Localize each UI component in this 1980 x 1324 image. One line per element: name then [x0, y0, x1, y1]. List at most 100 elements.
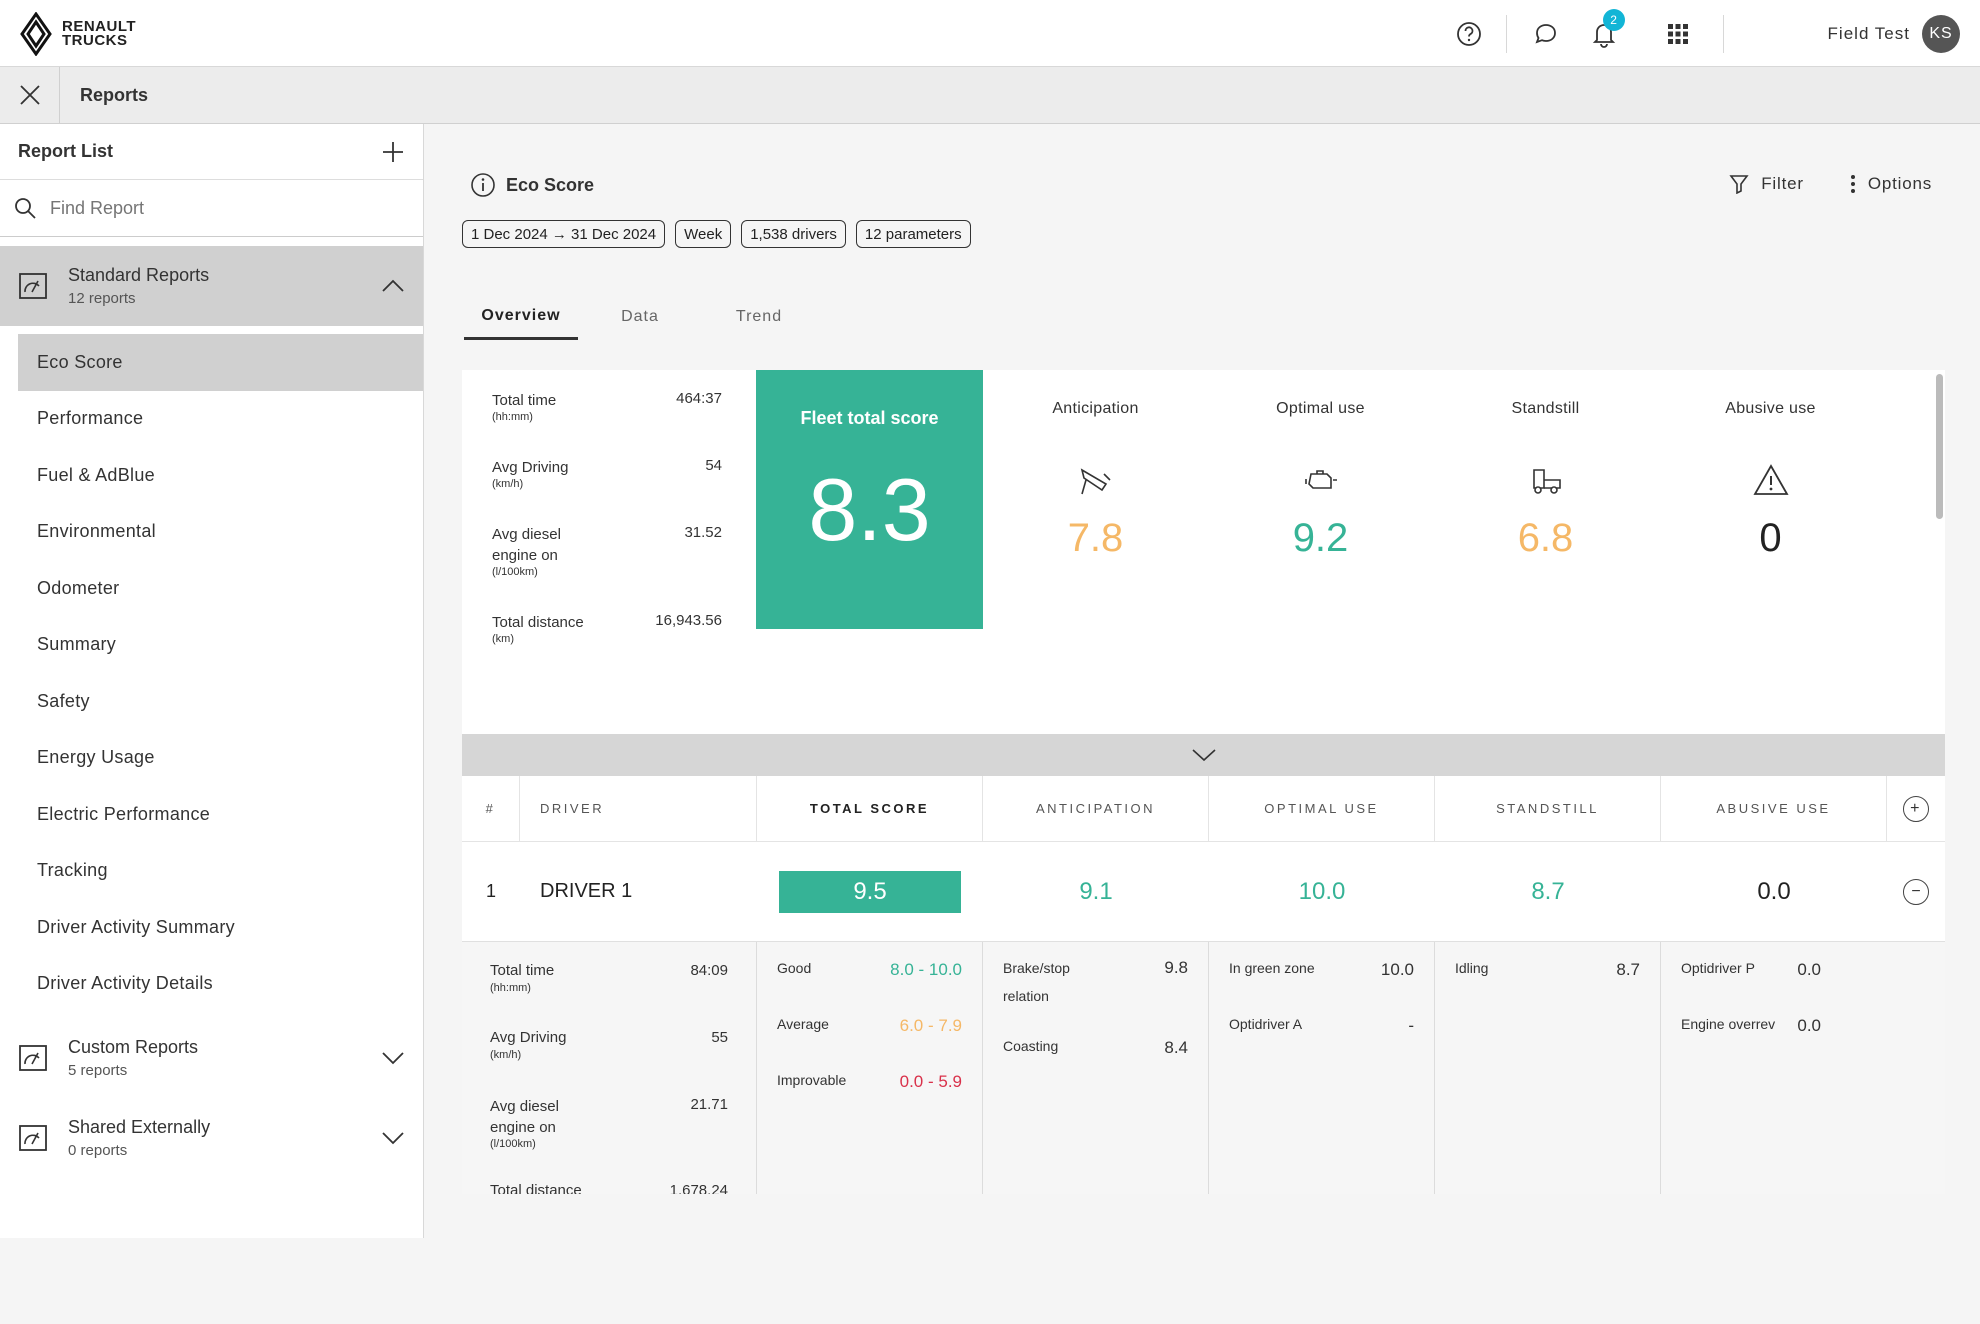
user-name[interactable]: Field Test — [1827, 23, 1910, 43]
expand-summary-button[interactable] — [462, 734, 1945, 776]
fleet-total-score: Fleet total score 8.3 — [756, 370, 983, 629]
chevron-down-icon — [382, 1052, 404, 1065]
scrollbar[interactable] — [1936, 374, 1943, 519]
col-standstill[interactable]: STANDSTILL — [1435, 775, 1661, 842]
sidebar-item-driver-activity-details[interactable]: Driver Activity Details — [37, 973, 213, 994]
col-total-score[interactable]: TOTAL SCORE — [757, 775, 983, 842]
col-anticipation[interactable]: ANTICIPATION — [983, 775, 1209, 842]
filter-icon — [1729, 175, 1749, 194]
col-rank[interactable]: # — [462, 775, 520, 842]
col-abusive-use[interactable]: ABUSIVE USE — [1661, 775, 1887, 842]
detail-engine-overrev: Engine overrev 0.0 — [1681, 1016, 1821, 1035]
notifications-icon[interactable]: 2 — [1585, 8, 1625, 53]
row-total-score: 9.5 — [779, 870, 961, 913]
gauge-report-icon — [19, 1045, 47, 1071]
category-value: 9.2 — [1292, 516, 1349, 560]
group-shared-externally[interactable]: Shared Externally 0 reports — [0, 1098, 423, 1178]
tab-trend[interactable]: Trend — [735, 308, 783, 325]
group-standard-reports[interactable]: Standard Reports 12 reports — [0, 246, 423, 326]
report-list-title: Report List — [18, 141, 114, 161]
driver-table: # DRIVER TOTAL SCORE ANTICIPATION OPTIMA… — [462, 775, 1945, 1324]
row-anticipation: 9.1 — [1079, 877, 1113, 905]
info-icon[interactable] — [470, 172, 496, 198]
renault-trucks-logo[interactable]: RENAULT TRUCKS — [18, 12, 136, 56]
sidebar-item-environmental[interactable]: Environmental — [37, 521, 156, 542]
notification-badge: 2 — [1602, 8, 1625, 31]
category-abusive-use: Abusive use 0 — [1658, 370, 1883, 561]
category-anticipation: Anticipation 7.8 — [983, 370, 1208, 561]
legend-good: Good 8.0 - 10.0 — [777, 960, 962, 979]
help-icon[interactable] — [1450, 15, 1488, 53]
gauge-report-icon — [19, 1125, 47, 1151]
row-standstill: 8.7 — [1531, 877, 1565, 905]
sidebar-item-summary[interactable]: Summary — [37, 634, 117, 655]
report-actions: Filter Options — [1729, 174, 1932, 194]
tab-data[interactable]: Data — [621, 308, 659, 325]
options-button[interactable]: Options — [1850, 174, 1932, 194]
chip-date-range[interactable]: 1 Dec 2024 → 31 Dec 2024 — [462, 220, 666, 248]
group-count: 0 reports — [68, 1142, 128, 1159]
overview-summary: Total time (hh:mm) 464:37 Avg Driving (k… — [462, 370, 1945, 832]
sidebar-item-performance[interactable]: Performance — [37, 408, 144, 429]
detail-stat-total-time: Total time (hh:mm) 84:09 — [490, 962, 728, 994]
filter-chips: 1 Dec 2024 → 31 Dec 2024 Week 1,538 driv… — [462, 220, 971, 248]
filter-button[interactable]: Filter — [1729, 174, 1804, 194]
row-driver-name[interactable]: DRIVER 1 — [540, 880, 633, 902]
stat-total-distance: Total distance (km) 16,943.56 — [492, 612, 722, 645]
chip-period[interactable]: Week — [675, 220, 732, 248]
detail-stat-avg-diesel: Avg diesel engine on (l/100km) 21.71 — [490, 1096, 728, 1150]
add-report-icon[interactable] — [381, 140, 405, 164]
sidebar-item-safety[interactable]: Safety — [37, 690, 90, 711]
sidebar-item-driver-activity-summary[interactable]: Driver Activity Summary — [37, 916, 235, 937]
sidebar-item-energy-usage[interactable]: Energy Usage — [37, 747, 155, 768]
close-button[interactable] — [0, 66, 60, 124]
col-optimal-use[interactable]: OPTIMAL USE — [1209, 775, 1435, 842]
report-main: Eco Score Filter Options 1 Dec 2024 → 31… — [425, 124, 1980, 1238]
group-name: Shared Externally — [68, 1117, 211, 1137]
report-list-header: Report List — [0, 124, 423, 180]
add-column-button[interactable]: + — [1903, 795, 1929, 822]
category-value: 0 — [1759, 516, 1782, 560]
group-custom-reports[interactable]: Custom Reports 5 reports — [0, 1018, 423, 1098]
apps-grid-icon[interactable] — [1659, 15, 1697, 53]
sidebar-item-electric-performance[interactable]: Electric Performance — [37, 803, 211, 824]
tab-overview[interactable]: Overview — [464, 294, 578, 340]
detail-anticipation: Brake/stop relation 9.8 Coasting 8.4 — [983, 942, 1209, 1194]
detail-coasting: Coasting 8.4 — [1003, 1038, 1188, 1057]
stat-avg-diesel: Avg diesel engine on (l/100km) 31.52 — [492, 524, 722, 578]
detail-stat-total-distance: Total distance 1,678.24 — [490, 1182, 728, 1194]
chip-parameters[interactable]: 12 parameters — [855, 220, 971, 248]
group-name: Standard Reports — [68, 265, 210, 285]
category-value: 6.8 — [1517, 516, 1574, 560]
avatar[interactable]: KS — [1922, 14, 1960, 53]
table-row[interactable]: 1 DRIVER 1 9.5 9.1 10.0 8.7 0.0 − — [462, 842, 1945, 942]
chat-icon[interactable] — [1527, 15, 1565, 53]
search-input[interactable] — [50, 197, 390, 219]
collapse-row-button[interactable]: − — [1903, 878, 1929, 905]
chip-drivers[interactable]: 1,538 drivers — [741, 220, 846, 248]
page-title: Reports — [80, 84, 149, 105]
fleet-stats: Total time (hh:mm) 464:37 Avg Driving (k… — [492, 390, 722, 679]
top-bar: RENAULT TRUCKS 2 Field Test KS — [0, 0, 1980, 67]
category-value: 7.8 — [1067, 516, 1124, 560]
sidebar-item-fuel-adblue[interactable]: Fuel & AdBlue — [37, 464, 155, 485]
sidebar-item-eco-score[interactable]: Eco Score — [18, 334, 423, 391]
row-detail: Total time (hh:mm) 84:09 Avg Driving (km… — [462, 942, 1945, 1194]
sidebar-item-odometer[interactable]: Odometer — [37, 577, 120, 598]
category-standstill: Standstill 6.8 — [1433, 370, 1658, 561]
detail-abusive-use: Optidriver P 0.0 Engine overrev 0.0 — [1661, 942, 1887, 1194]
fleet-score-value: 8.3 — [808, 460, 931, 559]
divider — [1722, 14, 1724, 53]
filter-label: Filter — [1761, 174, 1804, 193]
brand-name: RENAULT TRUCKS — [62, 18, 137, 49]
report-list-sidebar: Report List Standard Reports 12 reports … — [0, 124, 424, 1238]
chevron-down-icon — [382, 1132, 404, 1145]
sidebar-item-tracking[interactable]: Tracking — [37, 860, 108, 881]
group-count: 5 reports — [68, 1062, 128, 1079]
detail-stat-avg-driving: Avg Driving (km/h) 55 — [490, 1029, 728, 1061]
score-legend: Good 8.0 - 10.0 Average 6.0 - 7.9 Improvab… — [757, 942, 983, 1194]
table-header: # DRIVER TOTAL SCORE ANTICIPATION OPTIMA… — [462, 775, 1945, 842]
group-name: Custom Reports — [68, 1037, 199, 1057]
detail-optidriver-p: Optidriver P 0.0 — [1681, 960, 1821, 979]
col-driver[interactable]: DRIVER — [520, 775, 757, 842]
